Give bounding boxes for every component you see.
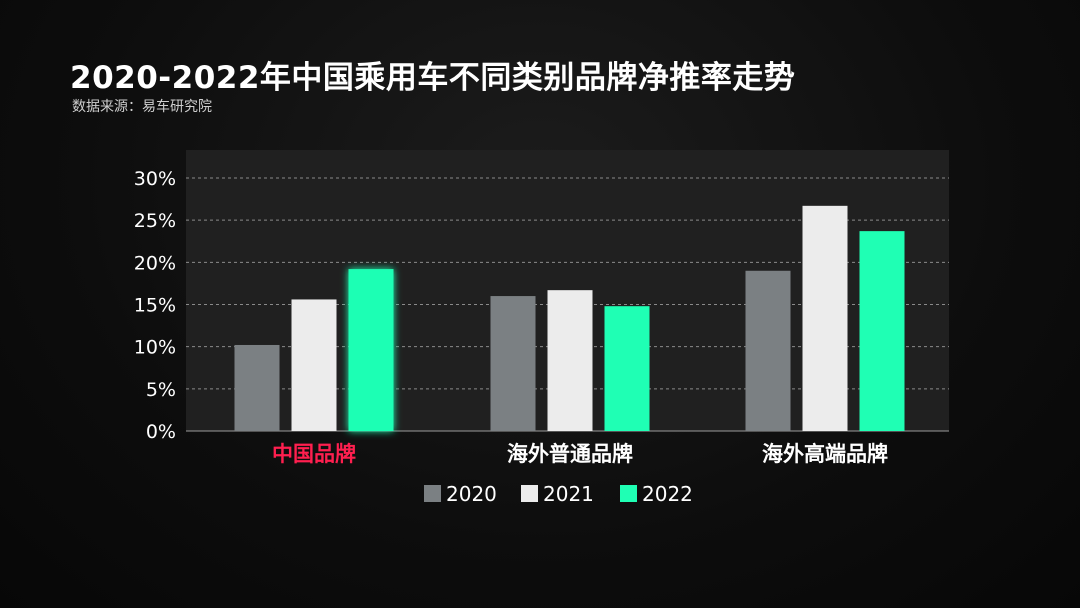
y-tick-label: 30% (134, 168, 176, 190)
data-source: 数据来源：易车研究院 (72, 99, 212, 115)
legend-swatch-2022 (620, 485, 637, 502)
x-tick-label: 中国品牌 (272, 442, 356, 466)
x-tick-label: 海外普通品牌 (507, 442, 633, 466)
y-tick-label: 0% (146, 421, 176, 443)
legend-label: 2021 (543, 482, 594, 506)
y-tick-label: 15% (134, 295, 176, 317)
legend: 2020 2021 2022 (424, 482, 693, 506)
legend-label: 2020 (446, 482, 497, 506)
y-tick-label: 10% (134, 337, 176, 359)
legend-label: 2022 (642, 482, 693, 506)
y-tick-label: 25% (134, 210, 176, 232)
bars (234, 205, 905, 431)
y-tick-label: 20% (134, 252, 176, 274)
bar-2022 (859, 231, 905, 431)
y-tick-label: 5% (146, 379, 176, 401)
bar-2020 (234, 344, 280, 431)
legend-swatch-2020 (424, 485, 441, 502)
chart-title: 2020-2022年中国乘用车不同类别品牌净推率走势 (70, 60, 796, 96)
bar-2020 (490, 296, 536, 431)
legend-swatch-2021 (521, 485, 538, 502)
bar-2022 (604, 306, 650, 431)
bar-2021 (547, 290, 593, 431)
x-axis: 中国品牌 海外普通品牌 海外高端品牌 (272, 442, 888, 466)
y-axis: 0% 5% 10% 15% 20% 25% 30% (134, 168, 176, 443)
x-tick-label: 海外高端品牌 (762, 442, 888, 466)
bar-2021 (291, 299, 337, 431)
bar-2022 (348, 269, 394, 431)
bar-2021 (802, 205, 848, 431)
bar-2020 (745, 270, 791, 431)
